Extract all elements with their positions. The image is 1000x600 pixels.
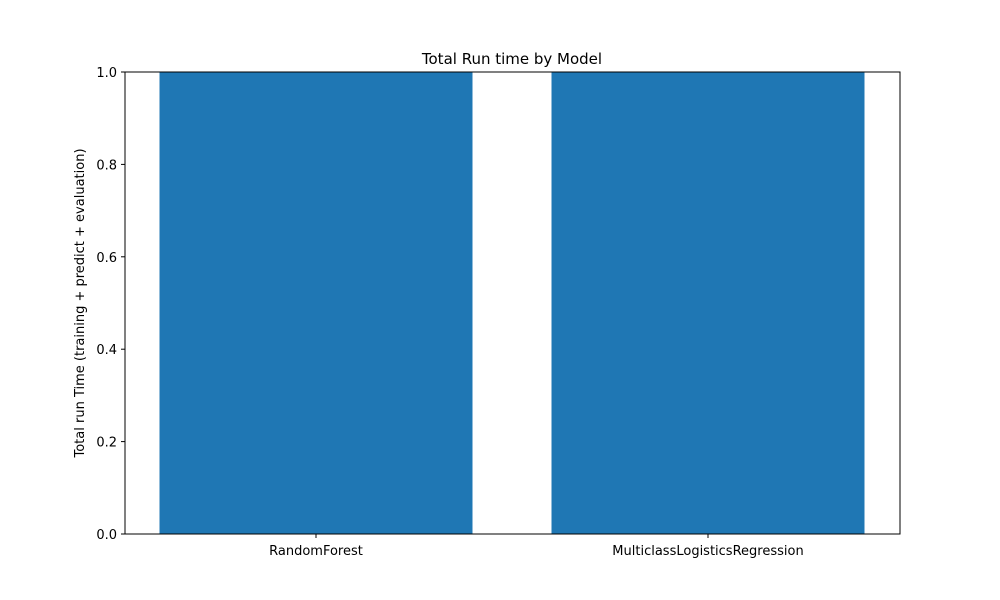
chart-title: Total Run time by Model <box>421 50 602 68</box>
y-tick-label: 0.6 <box>96 251 117 266</box>
y-axis-ticks: 0.0 0.2 0.4 0.6 0.8 1.0 <box>96 66 125 543</box>
y-tick-label: 1.0 <box>96 66 117 81</box>
x-tick-label: RandomForest <box>269 544 363 559</box>
x-tick-label: MulticlassLogisticsRegression <box>612 544 803 559</box>
bar-multiclasslogisticsregression <box>551 72 865 534</box>
y-tick-label: 0.2 <box>96 436 117 451</box>
x-axis-ticks: RandomForest MulticlassLogisticsRegressio… <box>269 534 804 559</box>
bars-group <box>159 72 865 534</box>
y-tick-label: 0.8 <box>96 158 117 173</box>
plot-frame <box>124 71 901 535</box>
y-tick-label: 0.0 <box>96 528 117 543</box>
y-tick-label: 0.4 <box>96 343 117 358</box>
bar-randomforest <box>159 72 473 534</box>
y-axis-label: Total run Time (training + predict + eva… <box>73 148 88 458</box>
